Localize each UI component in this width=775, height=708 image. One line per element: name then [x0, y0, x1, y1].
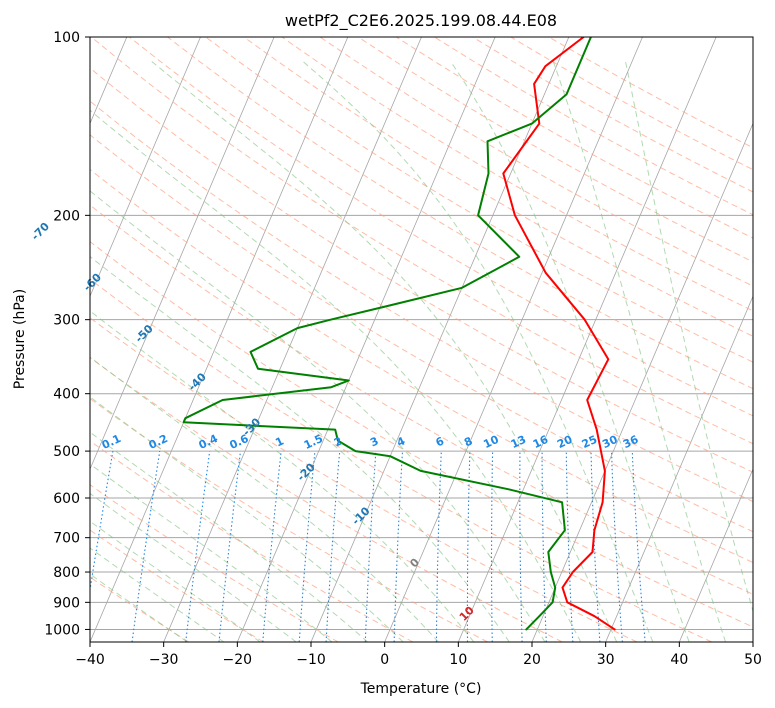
y-tick-label: 800: [53, 565, 80, 581]
x-tick-label: 10: [449, 652, 467, 668]
mixing-ratio-line: [185, 451, 211, 642]
isotherm-line: [90, 37, 201, 298]
moist-adiabat-line: [552, 61, 727, 642]
y-axis: 1000 900 800 700 600 500 400 300 200 100: [44, 30, 90, 638]
mixing-ratio-label: 30: [600, 433, 620, 451]
y-tick-label: 1000: [44, 622, 80, 638]
dry-adiabat-line: [90, 484, 339, 642]
dry-adiabat-line: [129, 37, 753, 417]
x-tick-label: 0: [380, 652, 389, 668]
dry-adiabat-line: [90, 168, 753, 564]
isotherm-line: [605, 295, 753, 642]
chart-title: wetPf2_C2E6.2025.199.08.44.E08: [285, 11, 557, 31]
dry-adiabat-line: [90, 204, 753, 595]
mixing-ratio-label: 13: [509, 433, 528, 451]
mixing-ratio-label: 25: [580, 433, 599, 451]
y-tick-label: 500: [53, 444, 80, 460]
moist-adiabat-line: [450, 61, 690, 642]
mixing-ratio-label: 16: [531, 433, 551, 451]
dewpoint-line: [182, 37, 592, 631]
dry-adiabat-line: [90, 440, 414, 642]
isotherm-line: [531, 122, 753, 642]
y-tick-label: 400: [53, 387, 80, 403]
isotherm-line: [678, 468, 753, 642]
plot-frame: [89, 36, 754, 643]
x-axis: −40 −30 −20 −10 0 10 20 30 40 50: [75, 642, 762, 668]
moist-adiabat-line: [90, 396, 404, 642]
temperature-line: [502, 37, 616, 631]
moist-adiabat-line: [90, 109, 582, 642]
dry-adiabat-line: [90, 100, 753, 503]
y-tick-label: 100: [53, 30, 80, 46]
y-tick-label: 700: [53, 531, 80, 547]
x-tick-label: 40: [670, 652, 688, 668]
moist-adiabat-line: [151, 61, 618, 642]
mixing-ratio-line: [90, 451, 114, 594]
isotherm-line: [236, 37, 496, 642]
isotherm-line: [90, 37, 275, 471]
y-tick-label: 300: [53, 313, 80, 329]
moist-adiabat-line: [90, 255, 510, 642]
mixing-ratio-label: 20: [555, 433, 575, 451]
dry-adiabat-line: [90, 134, 753, 533]
y-tick-label: 900: [53, 595, 80, 611]
mixing-ratio-line: [631, 451, 646, 642]
x-tick-label: 30: [597, 652, 615, 668]
mixing-ratio-line: [131, 451, 161, 642]
x-tick-label: −20: [223, 652, 253, 668]
dry-adiabat-line: [90, 278, 712, 642]
moist-adiabat-line: [625, 61, 753, 613]
y-axis-title: Pressure (hPa): [12, 289, 28, 389]
background-lines: [90, 37, 753, 642]
mixing-ratio-line: [262, 451, 282, 642]
dry-adiabat-line: [90, 241, 753, 628]
dry-adiabat-line: [90, 317, 638, 642]
x-tick-label: −30: [149, 652, 179, 668]
series-lines: [182, 37, 616, 631]
dry-adiabat-line: [243, 37, 753, 337]
isotherm-line: [384, 37, 643, 642]
dry-adiabat-line: [90, 529, 264, 642]
y-tick-label: 600: [53, 491, 80, 507]
moist-adiabat-line: [90, 520, 261, 642]
moist-adiabat-line: [90, 190, 546, 642]
moist-adiabat-line: [90, 310, 475, 642]
moist-adiabat-line: [90, 431, 369, 642]
dry-adiabat-line: [281, 37, 753, 312]
isotherm-line: [90, 37, 349, 642]
x-tick-label: 20: [523, 652, 541, 668]
isotherm-line: [457, 37, 717, 642]
isotherm-label: -70: [29, 220, 52, 243]
mixing-ratio-line: [298, 451, 316, 642]
y-tick-label: 200: [53, 208, 80, 224]
dry-adiabat-line: [90, 356, 563, 642]
dry-adiabat-line: [90, 397, 488, 642]
x-tick-label: 50: [744, 652, 762, 668]
mixing-ratio-line: [218, 451, 242, 642]
mixing-ratio-label: 36: [621, 433, 641, 451]
moist-adiabat-line: [90, 547, 225, 642]
isotherm-label: -80: [0, 167, 1, 190]
x-tick-label: −40: [75, 652, 105, 668]
moist-adiabat-line: [90, 573, 188, 642]
x-axis-title: Temperature (°C): [360, 681, 482, 697]
dry-adiabat-line: [90, 37, 753, 445]
isotherm-line: [752, 640, 753, 642]
isotherm-line: [163, 37, 422, 642]
moist-adiabat-line: [90, 492, 297, 642]
mixing-ratio-label: 10: [481, 433, 501, 451]
x-tick-label: −10: [296, 652, 326, 668]
plot-background: [90, 37, 753, 642]
